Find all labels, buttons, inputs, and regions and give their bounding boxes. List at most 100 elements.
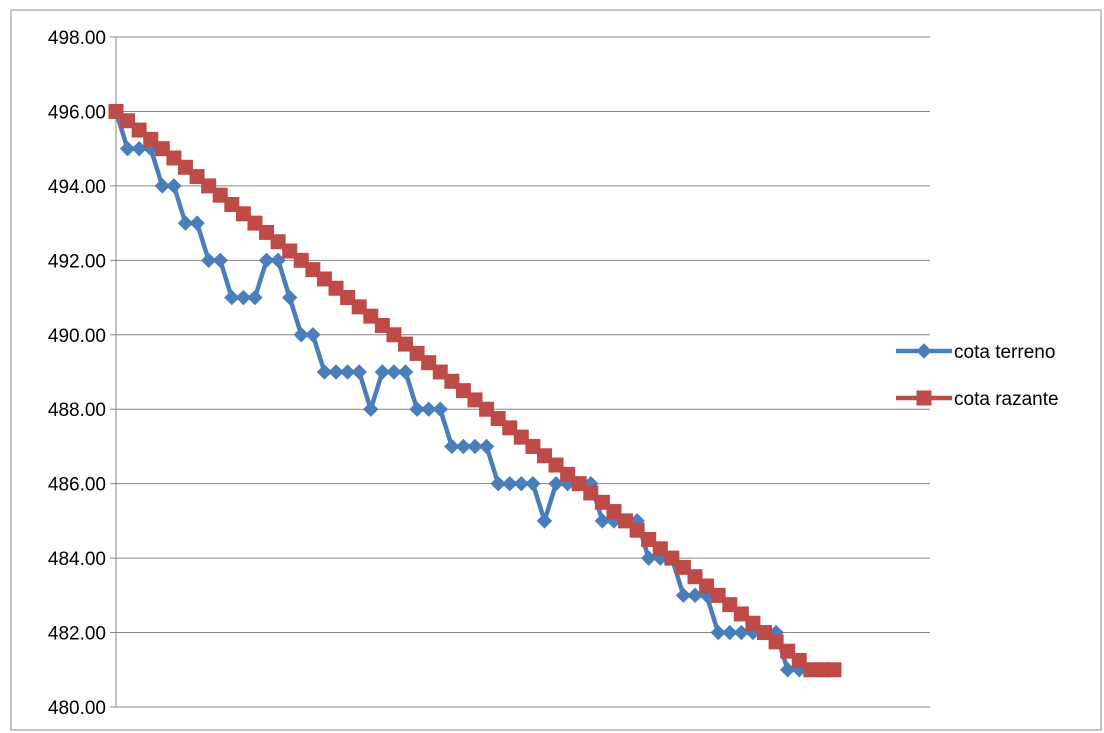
data-point <box>409 401 425 417</box>
data-point <box>363 308 379 324</box>
data-point <box>757 625 773 641</box>
data-point <box>478 438 495 455</box>
data-point <box>316 364 333 380</box>
data-point <box>351 299 367 315</box>
data-point <box>282 243 298 259</box>
y-tick-label: 492.00 <box>48 251 106 272</box>
data-point <box>710 624 726 641</box>
legend-marker <box>916 390 932 406</box>
data-point <box>247 215 263 231</box>
data-point <box>467 392 483 408</box>
y-tick-label: 488.00 <box>48 400 106 421</box>
legend-marker <box>916 343 932 359</box>
data-point <box>108 103 124 119</box>
legend-label: cota razante <box>954 389 1059 410</box>
series-layer <box>108 103 842 678</box>
data-point <box>154 141 170 157</box>
data-point <box>479 401 495 417</box>
data-point <box>490 475 506 492</box>
data-point <box>201 178 217 194</box>
data-point <box>398 336 414 352</box>
data-point <box>212 252 228 269</box>
data-point <box>652 541 668 557</box>
data-point <box>606 504 622 520</box>
data-point <box>687 569 703 585</box>
data-point <box>444 438 460 455</box>
data-point <box>305 327 321 343</box>
data-point <box>409 345 425 361</box>
y-tick-label: 494.00 <box>48 177 106 198</box>
data-point <box>432 364 448 380</box>
y-tick-label: 480.00 <box>48 698 106 719</box>
data-point <box>791 652 807 668</box>
data-point <box>224 289 240 306</box>
data-point <box>780 643 796 659</box>
data-point <box>154 178 171 194</box>
data-point <box>536 513 553 529</box>
data-point <box>560 466 576 482</box>
data-point <box>502 420 518 436</box>
chart-area-border <box>10 9 1102 731</box>
legend: cota terreno cota razante <box>896 342 1059 410</box>
series-cota-razante <box>108 103 842 678</box>
y-tick-label: 498.00 <box>48 28 106 49</box>
data-point <box>247 289 263 306</box>
data-point <box>212 187 228 203</box>
y-tick-label: 490.00 <box>48 326 106 347</box>
data-point <box>235 289 252 306</box>
data-point <box>258 252 275 269</box>
data-point <box>571 476 587 492</box>
y-tick-label: 496.00 <box>48 102 106 123</box>
data-point <box>177 215 194 231</box>
data-point <box>120 113 136 129</box>
data-point <box>525 475 541 492</box>
y-tick-label: 482.00 <box>48 624 106 645</box>
data-point <box>594 494 610 510</box>
data-point <box>316 271 332 287</box>
data-point <box>374 364 391 380</box>
data-point <box>675 559 691 575</box>
data-point <box>386 364 402 380</box>
data-point <box>363 401 379 417</box>
gridlines <box>116 36 930 634</box>
data-point <box>513 475 530 492</box>
data-point <box>722 624 738 641</box>
data-point <box>444 373 460 389</box>
data-point <box>490 411 506 427</box>
data-point <box>536 448 552 464</box>
data-point <box>293 252 309 268</box>
data-point <box>583 485 599 501</box>
data-point <box>189 215 205 231</box>
data-point <box>432 401 448 417</box>
data-point <box>282 289 298 306</box>
data-point <box>270 234 286 250</box>
series-cota-terreno <box>108 103 842 678</box>
data-point <box>328 364 344 380</box>
data-point <box>513 429 529 445</box>
data-point <box>745 615 761 631</box>
data-point <box>525 438 541 454</box>
data-point <box>166 178 182 194</box>
data-point <box>629 522 645 538</box>
data-point <box>733 606 749 622</box>
data-point <box>119 140 136 157</box>
data-point <box>502 475 518 492</box>
data-point <box>339 364 356 380</box>
y-tick-label: 486.00 <box>48 475 106 496</box>
data-point <box>699 578 715 594</box>
data-point <box>351 364 367 380</box>
data-point <box>143 131 159 147</box>
data-point <box>374 317 390 333</box>
data-point <box>224 197 240 212</box>
data-point <box>455 438 472 455</box>
data-point <box>177 159 193 175</box>
data-point <box>548 457 564 473</box>
data-point <box>235 206 251 222</box>
data-point <box>826 662 842 678</box>
data-point <box>664 550 680 566</box>
data-point <box>768 634 784 650</box>
data-point <box>259 224 275 240</box>
data-point <box>166 150 182 166</box>
